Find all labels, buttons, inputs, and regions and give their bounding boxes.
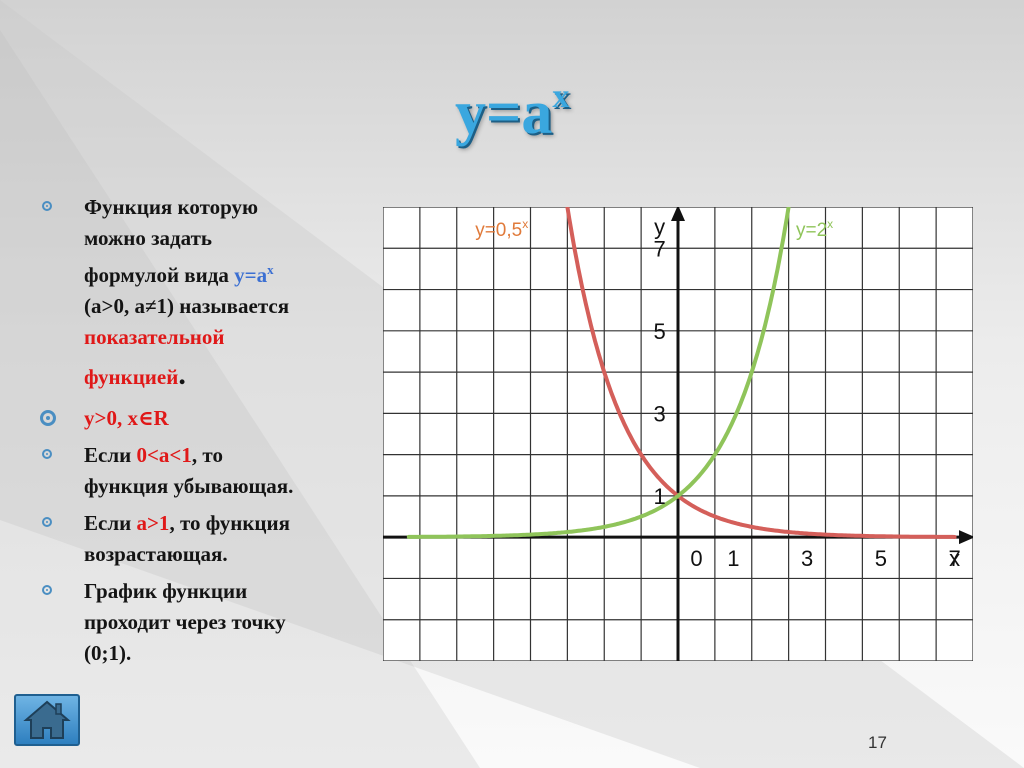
page-title: y=ax	[455, 78, 570, 147]
home-icon	[23, 700, 71, 739]
x-tick-label: 1	[727, 546, 739, 571]
home-button[interactable]	[14, 694, 80, 746]
bullet-domain: y>0, x∈R	[40, 403, 362, 434]
bullet-increasing: Если a>1, то функция возрастающая.	[42, 508, 362, 570]
x-tick-label: 7	[948, 546, 960, 571]
y-tick-label: 5	[653, 319, 665, 344]
series-line-0	[565, 207, 957, 539]
series-label-exp: x	[827, 217, 833, 231]
x-tick-label: 3	[801, 546, 813, 571]
page-number: 17	[868, 733, 887, 752]
series-label-0: y=0,5x	[475, 217, 528, 241]
x-tick-label: 5	[875, 546, 887, 571]
series-label-exp: x	[522, 217, 528, 231]
bullet-definition: Функция которую можно задать формулой ви…	[42, 192, 362, 393]
y-tick-label: 1	[653, 484, 665, 509]
series-label-1: y=2x	[796, 217, 833, 241]
bullet-icon	[42, 449, 52, 459]
bullet-icon	[42, 585, 52, 595]
y-axis-arrow	[671, 207, 685, 221]
bullet-decreasing: Если 0<a<1, то функция убывающая.	[42, 440, 362, 502]
x-axis-arrow	[959, 530, 973, 545]
series-line-1	[406, 207, 791, 539]
chart-curves	[406, 207, 957, 539]
y-axis-label: y	[654, 215, 665, 240]
x-axis-label: x	[949, 546, 960, 571]
bullet-icon	[42, 201, 52, 211]
y-tick-label: 3	[653, 401, 665, 426]
bullet-icon	[40, 410, 56, 426]
bullet-icon	[42, 517, 52, 527]
bullet-point: График функции проходит через точку (0;1…	[42, 576, 362, 669]
bullet-list: Функция которую можно задать формулой ви…	[40, 192, 362, 675]
x-tick-label: 0	[690, 546, 702, 571]
y-tick-label: 7	[653, 236, 665, 261]
